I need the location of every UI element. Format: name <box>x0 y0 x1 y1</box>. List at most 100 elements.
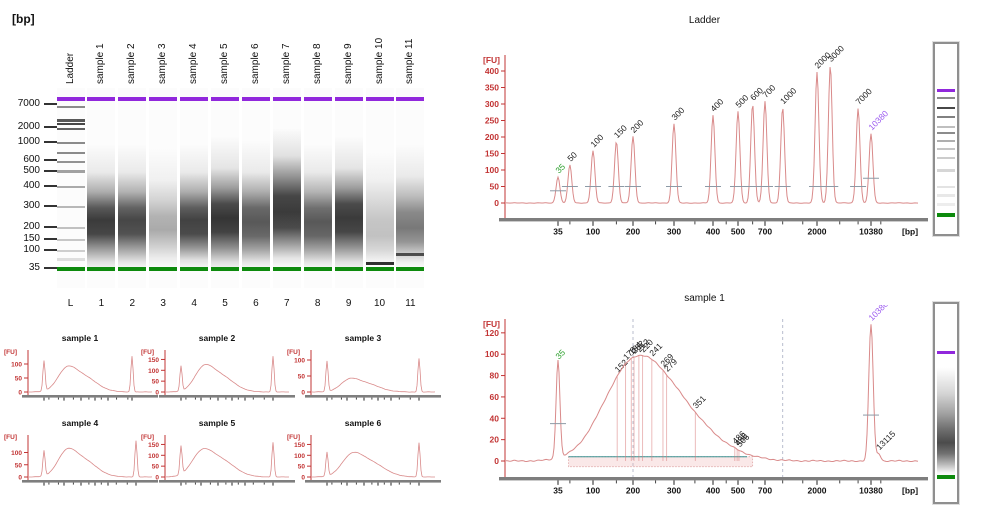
size-label: 400 <box>23 180 40 191</box>
ladder-band <box>56 185 85 188</box>
sample-1-gel-strip <box>933 302 959 504</box>
y-axis: 0 50 100 150[FU] <box>141 434 166 482</box>
chart-title: sample 1 <box>61 333 99 343</box>
chart-title: sample 5 <box>198 418 236 428</box>
size-label: 150 <box>23 233 40 244</box>
lane-number: 4 <box>191 298 197 309</box>
svg-text:35: 35 <box>553 347 567 361</box>
svg-text:[FU]: [FU] <box>4 349 17 356</box>
lane-number: 7 <box>284 298 290 309</box>
svg-text:100: 100 <box>11 450 22 457</box>
size-label: 2000 <box>17 121 40 132</box>
ladder-band <box>937 194 955 197</box>
lane-label: sample 9 <box>342 43 354 84</box>
trace-line <box>29 440 153 478</box>
dna-smear <box>365 88 394 288</box>
svg-text:500: 500 <box>731 226 745 236</box>
trace-line <box>312 442 435 478</box>
ladder-band <box>937 131 955 135</box>
integration-markers <box>550 414 879 425</box>
plot-canvas: 0 50 100 [FU] 35150300500100010380[bp] <box>4 434 158 487</box>
size-tick <box>44 185 57 187</box>
svg-text:[FU]: [FU] <box>141 434 154 441</box>
upper-marker-band <box>937 350 955 354</box>
svg-text:200: 200 <box>626 226 640 236</box>
svg-text:10380: 10380 <box>866 305 890 323</box>
ladder-band <box>56 258 85 261</box>
svg-text:100: 100 <box>148 368 159 375</box>
upper-marker-band <box>211 97 239 101</box>
svg-text:[FU]: [FU] <box>287 434 300 441</box>
svg-text:[FU]: [FU] <box>483 55 500 65</box>
svg-text:150: 150 <box>148 357 159 364</box>
svg-text:35: 35 <box>553 485 563 495</box>
lower-marker-band <box>211 267 239 271</box>
svg-text:50: 50 <box>298 374 306 381</box>
svg-text:50: 50 <box>152 464 160 471</box>
gridlines <box>632 319 784 477</box>
plot-canvas: 0 50 100 150[FU] 35150300500100010380[bp] <box>141 349 295 402</box>
size-tick <box>44 103 57 105</box>
ladder-band <box>56 205 85 208</box>
lower-marker-band <box>303 267 332 271</box>
svg-text:10380: 10380 <box>859 226 883 236</box>
upper-marker-band <box>180 97 209 101</box>
lower-marker-band <box>334 267 363 271</box>
svg-text:2000: 2000 <box>808 485 827 495</box>
dna-smear <box>937 304 955 502</box>
svg-text:50: 50 <box>490 182 500 192</box>
ladder-band <box>56 105 85 108</box>
svg-text:150: 150 <box>485 149 499 159</box>
dna-smear <box>211 88 239 288</box>
x-axis: 3515030050010007000[bp] <box>22 395 158 402</box>
lower-marker-band <box>149 267 178 271</box>
size-tick <box>44 205 57 207</box>
trace-line <box>166 356 289 393</box>
svg-text:50: 50 <box>15 462 23 469</box>
svg-text:150: 150 <box>148 442 159 449</box>
svg-text:0: 0 <box>18 475 22 482</box>
smear-region <box>568 456 754 468</box>
lane-number: 8 <box>314 298 321 309</box>
dna-band <box>365 262 394 265</box>
svg-text:300: 300 <box>669 105 686 122</box>
svg-text:100: 100 <box>11 362 22 369</box>
dna-smear <box>149 88 178 288</box>
svg-text:2000: 2000 <box>808 226 827 236</box>
svg-text:[FU]: [FU] <box>4 434 17 441</box>
svg-text:700: 700 <box>760 82 777 99</box>
svg-text:[FU]: [FU] <box>141 349 154 356</box>
svg-text:150: 150 <box>612 123 629 140</box>
lane-label: sample 11 <box>404 38 416 84</box>
gel-lane-sample-5 <box>211 88 239 288</box>
chart-title: Ladder <box>688 15 721 26</box>
svg-text:300: 300 <box>667 226 681 236</box>
size-tick <box>44 159 57 161</box>
svg-text:400: 400 <box>706 485 720 495</box>
ladder-band <box>937 96 955 100</box>
lane-label: sample 4 <box>188 43 200 84</box>
svg-text:250: 250 <box>485 116 499 126</box>
size-tick <box>44 238 57 240</box>
ladder-band <box>56 119 85 122</box>
svg-text:7000: 7000 <box>853 86 874 107</box>
ladder-electropherogram: Ladder 35 50 100 150 200 300 400 500 600 700 1000 20… <box>481 14 928 240</box>
trace-line <box>506 67 919 204</box>
thumb-sample-4-electropherogram: sample 4 0 50 100 [FU] 35150300500100010380[b… <box>2 417 158 487</box>
ladder-band <box>56 249 85 252</box>
svg-text:100: 100 <box>485 165 499 175</box>
thumb-sample-6-electropherogram: sample 6 0 50 100 150[FU] 3515030050010001038… <box>285 417 441 487</box>
size-label: 1000 <box>17 136 40 147</box>
lower-marker-band <box>241 267 270 271</box>
size-tick <box>44 267 57 269</box>
lane-number: 9 <box>345 298 352 309</box>
lane-label: sample 6 <box>249 43 261 84</box>
ladder-band <box>56 226 85 229</box>
gel-lane-sample-2 <box>118 88 147 288</box>
svg-text:0: 0 <box>494 198 499 208</box>
upper-marker-band <box>87 97 116 101</box>
svg-text:120: 120 <box>485 328 499 338</box>
svg-text:200: 200 <box>626 485 640 495</box>
